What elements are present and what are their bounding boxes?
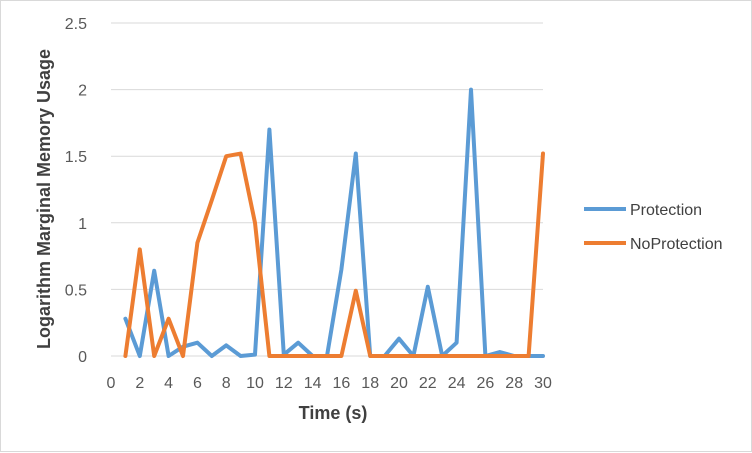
x-tick-label: 28 <box>505 375 523 392</box>
y-tick-label: 2.5 <box>65 16 87 33</box>
x-tick-label: 8 <box>222 375 231 392</box>
legend-label: NoProtection <box>630 236 723 253</box>
x-tick-label: 4 <box>164 375 173 392</box>
y-axis-title: Logarithm Marginal Memory Usage <box>34 49 54 349</box>
x-tick-label: 10 <box>246 375 264 392</box>
legend-label: Protection <box>630 202 702 219</box>
x-tick-label: 6 <box>193 375 202 392</box>
x-axis-title: Time (s) <box>299 403 368 423</box>
legend: Protection NoProtection <box>584 202 723 253</box>
x-tick-label: 14 <box>304 375 322 392</box>
y-tick-label: 2 <box>78 83 87 100</box>
x-tick-label: 24 <box>448 375 466 392</box>
x-tick-label: 18 <box>361 375 379 392</box>
x-tick-label: 0 <box>107 375 116 392</box>
x-tick-label: 20 <box>390 375 408 392</box>
x-tick-label: 12 <box>275 375 293 392</box>
x-tick-label: 26 <box>477 375 495 392</box>
x-tick-label: 30 <box>534 375 552 392</box>
y-axis-ticks: 0 0.5 1 1.5 2 2.5 <box>65 16 87 366</box>
x-tick-label: 2 <box>135 375 144 392</box>
y-tick-label: 1 <box>78 216 87 233</box>
x-tick-label: 22 <box>419 375 437 392</box>
y-tick-label: 0 <box>78 349 87 366</box>
y-tick-label: 1.5 <box>65 149 87 166</box>
y-tick-label: 0.5 <box>65 282 87 299</box>
x-tick-label: 16 <box>333 375 351 392</box>
